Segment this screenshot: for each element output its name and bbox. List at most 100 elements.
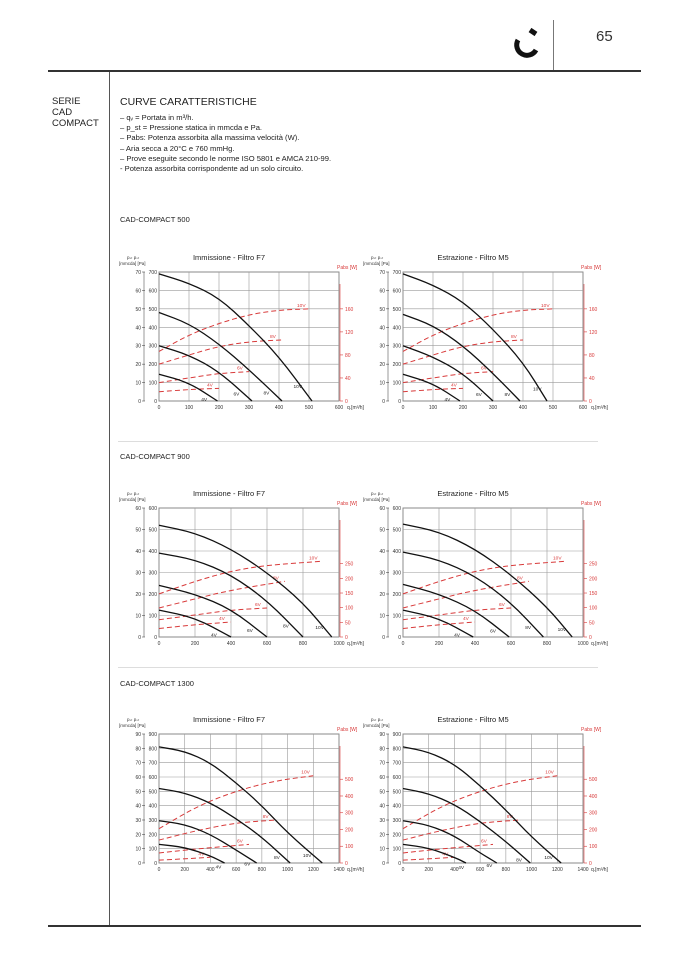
y-tick-label-pa: 700 bbox=[393, 270, 402, 276]
pressure-curve-6V bbox=[158, 584, 268, 638]
chart-900-estrazione: Estrazione - Filtro M5 pₛₜ pₛₜ[mmcda] [Pa… bbox=[363, 489, 609, 647]
y-tick-label-mmcda: 70 bbox=[379, 270, 385, 276]
x-tick-label: 1000 bbox=[577, 641, 588, 647]
page-number: 65 bbox=[596, 28, 613, 45]
power-curve-6V bbox=[402, 607, 512, 621]
x-tick-label: 0 bbox=[402, 405, 405, 411]
y-tick-label-pa: 500 bbox=[393, 789, 402, 795]
power-curve-label: 10V bbox=[553, 555, 562, 561]
axis-label-pabs: Pabs [W] bbox=[581, 727, 602, 733]
x-tick-label: 500 bbox=[305, 405, 314, 411]
power-curve-label: 6V bbox=[481, 838, 488, 844]
x-tick-label: 800 bbox=[543, 641, 552, 647]
y-tick-label-mmcda: 20 bbox=[135, 832, 141, 838]
x-tick-label: 400 bbox=[471, 641, 480, 647]
power-curve-10V bbox=[402, 308, 554, 352]
x-tick-label: 600 bbox=[232, 867, 241, 873]
power-curve-label: 6V bbox=[237, 366, 244, 372]
y-tick-label-mmcda: 70 bbox=[135, 761, 141, 767]
y-tick-label-pa: 200 bbox=[393, 592, 402, 598]
power-curve-label: 6V bbox=[499, 602, 506, 608]
y-tick-label-pa: 500 bbox=[149, 307, 158, 313]
x-tick-label: 200 bbox=[181, 867, 190, 873]
note: – qᵥ = Portata in m³/h. bbox=[120, 113, 194, 122]
power-curve-4V bbox=[158, 856, 211, 861]
y-tick-label-mmcda: 40 bbox=[135, 549, 141, 555]
pressure-curve-label: 4V bbox=[445, 397, 452, 403]
x-tick-label: 800 bbox=[502, 867, 511, 873]
y-tick-label-w: 500 bbox=[589, 777, 598, 783]
y-tick-label-w: 100 bbox=[345, 844, 354, 850]
y-tick-label-pa: 500 bbox=[149, 528, 158, 534]
y-tick-label-pa: 100 bbox=[393, 381, 402, 387]
series-line: COMPACT bbox=[52, 118, 99, 129]
power-curve-label: 10V bbox=[541, 303, 550, 309]
y-tick-label-mmcda: 30 bbox=[135, 818, 141, 824]
y-tick-label-w: 160 bbox=[345, 307, 354, 313]
y-tick-label-pa: 0 bbox=[154, 861, 157, 867]
top-rule bbox=[48, 70, 641, 72]
power-curve-label: 10V bbox=[297, 303, 306, 309]
y-tick-label-mmcda: 20 bbox=[379, 362, 385, 368]
power-curve-10V bbox=[158, 308, 310, 352]
x-axis-label: q.[m³/h] bbox=[591, 867, 609, 873]
axis-label-units: [mmcda] [Pa] bbox=[119, 261, 146, 266]
y-tick-label-pa: 100 bbox=[149, 847, 158, 853]
x-tick-label: 1000 bbox=[526, 867, 537, 873]
y-tick-label-mmcda: 40 bbox=[135, 804, 141, 810]
y-tick-label-w: 200 bbox=[589, 576, 598, 582]
y-tick-label-mmcda: 50 bbox=[379, 789, 385, 795]
x-tick-label: 400 bbox=[227, 641, 236, 647]
plot-frame bbox=[158, 733, 340, 864]
x-tick-label: 600 bbox=[335, 405, 344, 411]
y-tick-label-pa: 500 bbox=[393, 528, 402, 534]
y-tick-label-mmcda: 60 bbox=[379, 506, 385, 512]
x-tick-label: 100 bbox=[185, 405, 194, 411]
power-curve-4V bbox=[158, 621, 232, 629]
y-tick-label-mmcda: 20 bbox=[379, 832, 385, 838]
y-tick-label-w: 0 bbox=[345, 399, 348, 405]
y-tick-label-w: 100 bbox=[589, 844, 598, 850]
x-tick-label: 1400 bbox=[333, 867, 344, 873]
x-tick-label: 300 bbox=[489, 405, 498, 411]
y-tick-label-mmcda: 60 bbox=[135, 775, 141, 781]
y-tick-label-mmcda: 0 bbox=[382, 635, 385, 641]
axis-label-pst: pₛₜ pₛₜ bbox=[127, 717, 140, 722]
pressure-curve-label: 8V bbox=[274, 855, 281, 861]
y-tick-label-pa: 100 bbox=[149, 614, 158, 620]
power-curve-label: 8V bbox=[263, 814, 270, 820]
pressure-curve-6V bbox=[402, 345, 494, 402]
y-tick-label-mmcda: 30 bbox=[135, 571, 141, 577]
series-label: SERIE CAD COMPACT bbox=[52, 96, 99, 129]
y-tick-label-w: 0 bbox=[345, 635, 348, 641]
y-tick-label-mmcda: 50 bbox=[135, 789, 141, 795]
y-tick-label-mmcda: 20 bbox=[135, 592, 141, 598]
power-curve-8V bbox=[402, 339, 524, 365]
power-curve-label: 4V bbox=[198, 851, 205, 857]
power-curve-6V bbox=[402, 843, 494, 854]
y-tick-label-mmcda: 60 bbox=[135, 506, 141, 512]
pressure-curve-label: 8V bbox=[264, 390, 271, 396]
x-tick-label: 200 bbox=[435, 641, 444, 647]
y-tick-label-pa: 300 bbox=[149, 344, 158, 350]
pressure-curve-label: 4V bbox=[211, 632, 218, 638]
y-tick-label-w: 200 bbox=[345, 576, 354, 582]
y-tick-label-mmcda: 40 bbox=[135, 325, 141, 331]
y-tick-label-mmcda: 60 bbox=[379, 775, 385, 781]
x-axis-label: q.[m³/h] bbox=[591, 641, 609, 647]
y-tick-label-w: 200 bbox=[345, 827, 354, 833]
y-tick-label-pa: 100 bbox=[393, 614, 402, 620]
y-tick-label-pa: 0 bbox=[398, 861, 401, 867]
x-tick-label: 200 bbox=[459, 405, 468, 411]
chart-title: Estrazione - Filtro M5 bbox=[437, 715, 508, 724]
x-axis-label: q.[m³/h] bbox=[591, 405, 609, 411]
x-tick-label: 300 bbox=[245, 405, 254, 411]
chart-500-immissione: Immissione - Filtro F7 pₛₜ pₛₜ[mmcda] [Pa… bbox=[119, 253, 365, 411]
x-tick-label: 200 bbox=[215, 405, 224, 411]
y-tick-label-w: 100 bbox=[589, 606, 598, 612]
pressure-curve-10V bbox=[158, 524, 333, 638]
y-tick-label-pa: 200 bbox=[149, 592, 158, 598]
note: – Pabs: Potenza assorbita alla massima v… bbox=[120, 133, 300, 143]
pressure-curve-4V bbox=[402, 609, 474, 638]
power-curve-6V bbox=[158, 371, 250, 384]
